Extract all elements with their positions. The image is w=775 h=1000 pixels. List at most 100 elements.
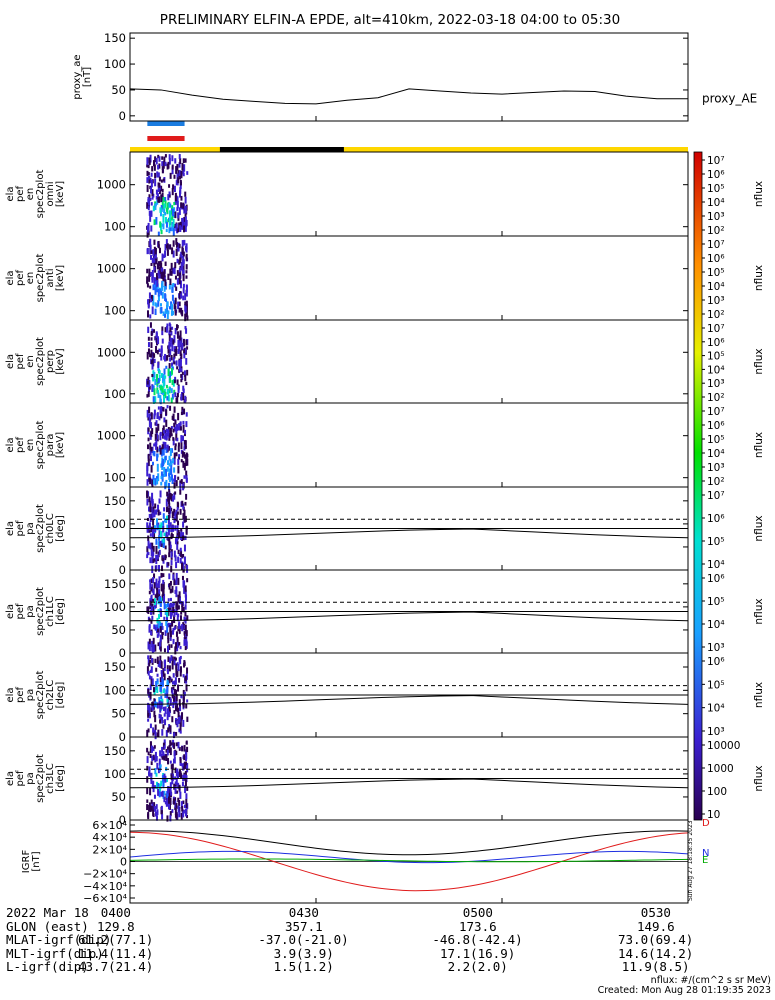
flux-pixel — [183, 509, 186, 518]
flux-pixel — [175, 812, 178, 819]
flux-pixel — [172, 300, 175, 304]
flux-pixel — [171, 448, 174, 453]
flux-pixel — [172, 630, 175, 635]
flux-pixel — [157, 378, 160, 384]
flux-pixel — [150, 337, 153, 341]
flux-pixel — [149, 244, 152, 251]
flux-pixel — [151, 479, 154, 487]
flux-pixel — [165, 479, 168, 487]
flux-pixel — [182, 606, 185, 613]
colorbar — [694, 152, 702, 820]
ylabel-line: [deg] — [55, 765, 66, 792]
flux-pixel — [182, 696, 185, 703]
flux-pixel — [178, 423, 181, 429]
flux-pixel — [165, 365, 168, 369]
ytick-label: 0 — [119, 730, 126, 744]
flux-pixel — [146, 465, 149, 471]
flux-pixel — [177, 716, 180, 724]
flux-pixel — [181, 806, 184, 812]
flux-pixel — [154, 156, 157, 163]
flux-pixel — [151, 512, 154, 519]
flux-pixel — [153, 219, 156, 226]
flux-pixel — [170, 609, 173, 617]
igrf-n-line — [129, 850, 689, 864]
flux-pixel — [166, 615, 169, 623]
flux-pixel — [185, 477, 188, 483]
flux-pixel — [185, 687, 188, 692]
flux-pixel — [168, 537, 171, 546]
flux-pixel — [181, 371, 184, 375]
flux-pixel — [160, 205, 163, 212]
flux-pixel — [149, 579, 152, 583]
flux-pixel — [168, 493, 171, 501]
flux-pixel — [160, 673, 163, 682]
cbar-tick-label: 10³ — [707, 378, 725, 390]
panel-IGRF: IGRF [nT]6×10⁴4×10⁴2×10⁴0−2×10⁴−4×10⁴−6×1… — [21, 818, 710, 905]
flux-pixel — [152, 358, 155, 367]
flux-pixel — [152, 746, 155, 752]
panel-frame — [129, 819, 689, 904]
ytick-label: −2×10⁴ — [83, 868, 127, 881]
flux-pixel — [167, 607, 170, 613]
ylabel-line: spec2plot — [35, 671, 46, 720]
flux-pixel — [168, 154, 171, 160]
flux-pixel — [177, 556, 180, 563]
flux-pixel — [166, 250, 169, 256]
flux-pixel — [173, 783, 176, 790]
flux-pixel — [146, 202, 149, 209]
flux-pixel — [159, 303, 162, 307]
science-bar-red — [147, 136, 185, 141]
flux-pixel — [175, 227, 178, 231]
flux-pixel — [168, 363, 171, 369]
flux-pixel — [184, 535, 187, 541]
flux-pixel — [165, 428, 168, 433]
flux-pixel — [169, 811, 172, 817]
flux-pixel — [182, 388, 185, 394]
ytick-label: 100 — [104, 57, 126, 71]
flux-pixel — [150, 294, 153, 301]
flux-pixel — [175, 663, 178, 670]
flux-pixel — [165, 533, 168, 537]
flux-pixel — [170, 462, 173, 470]
flux-pixel — [169, 797, 172, 805]
flux-pixel — [151, 269, 154, 278]
flux-pixel — [174, 158, 177, 164]
flux-pixel — [152, 249, 155, 257]
flux-pixel — [148, 413, 151, 422]
igrf-total-line — [129, 830, 689, 856]
flux-pixel — [150, 430, 153, 438]
flux-pixel — [161, 746, 164, 753]
flux-pixel — [146, 470, 149, 477]
flux-pixel — [172, 250, 175, 258]
ytick-label: 50 — [111, 623, 126, 637]
flux-pixel — [153, 262, 156, 270]
flux-pixel — [179, 657, 182, 665]
flux-pixel — [146, 409, 149, 418]
flux-pixel — [151, 461, 154, 466]
flux-pixel — [176, 535, 179, 542]
flux-pixel — [150, 619, 153, 624]
cbar-tick-label: 10⁷ — [707, 239, 725, 251]
flux-pixel — [173, 750, 176, 757]
flux-pixel — [165, 748, 168, 753]
flux-pixel — [148, 625, 151, 633]
flux-pixel — [148, 590, 151, 595]
flux-pixel — [186, 346, 189, 350]
flux-pixel — [164, 706, 167, 714]
flux-pixel — [170, 774, 173, 780]
ytick-label: 0 — [119, 813, 126, 827]
flux-pixel — [169, 244, 172, 250]
ylabel-line: ch3LC — [45, 763, 56, 794]
flux-pixel — [154, 178, 157, 187]
flux-pixel — [175, 815, 178, 820]
flux-pixel — [183, 691, 186, 697]
flux-pixel — [152, 525, 155, 530]
ylabel-line: spec2plot — [35, 421, 46, 470]
flux-pixel — [159, 765, 162, 772]
flux-pixel — [169, 324, 172, 331]
flux-pixel — [149, 669, 152, 673]
flux-pixel — [171, 362, 174, 368]
flux-pixel — [152, 385, 155, 392]
flux-pixel — [149, 177, 152, 183]
flux-pixel — [147, 348, 150, 355]
